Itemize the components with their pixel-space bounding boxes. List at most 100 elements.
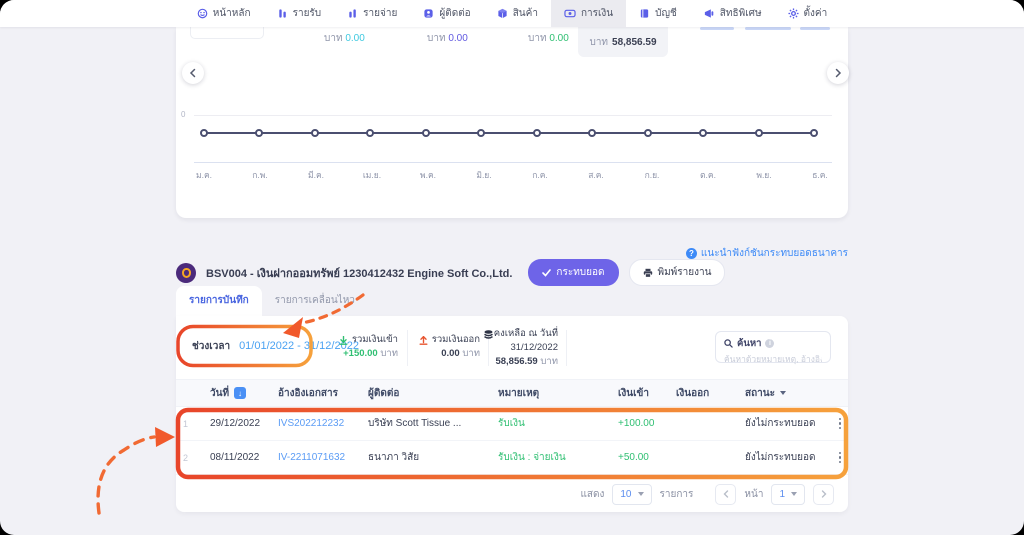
bank-logo-icon: [176, 262, 196, 283]
nav-item-income[interactable]: รายรับ: [264, 0, 335, 27]
stat-green: บาท 0.00: [528, 33, 569, 44]
x-tick-label: พ.ค.: [419, 170, 436, 180]
filter-row: ช่วงเวลา 01/01/2022 - 31/12/2022 รวมเงินเ…: [176, 316, 848, 379]
home-icon: [197, 8, 208, 19]
data-point[interactable]: [699, 129, 708, 137]
print-report-button[interactable]: พิมพ์รายงาน: [628, 259, 726, 286]
header-date[interactable]: วันที่ ↓: [204, 386, 278, 401]
records-panel: ช่วงเวลา 01/01/2022 - 31/12/2022 รวมเงินเ…: [176, 316, 848, 512]
tab-records[interactable]: รายการบันทึก: [176, 286, 262, 316]
nav-item-home[interactable]: หน้าหลัก: [184, 0, 264, 27]
privileges-icon: [704, 9, 714, 18]
data-point[interactable]: [532, 129, 541, 137]
chevron-left-icon: [189, 68, 196, 78]
nav-item-privileges[interactable]: สิทธิพิเศษ: [690, 0, 775, 27]
x-tick-label: มี.ค.: [307, 170, 324, 180]
nav-item-contacts[interactable]: ผู้ติดต่อ: [410, 0, 483, 27]
accounting-icon: [640, 9, 649, 18]
header-money-out: เงินออก: [676, 387, 710, 399]
expense-icon: [349, 9, 356, 18]
gridline-zero: [194, 115, 832, 116]
data-point[interactable]: [255, 129, 264, 137]
x-tick-label: ก.ย.: [644, 170, 660, 180]
series-line: [202, 132, 816, 134]
cutoff-text-fragment: [745, 27, 791, 30]
settings-icon: [788, 8, 799, 19]
printer-icon: [643, 268, 652, 278]
data-point[interactable]: [366, 129, 375, 137]
search-placeholder: ค้นหาด้วยหมายเหตุ, อ้างอิงเอกสาร: [724, 354, 822, 364]
chart-next-button[interactable]: [827, 62, 849, 84]
info-icon: i: [765, 339, 775, 348]
balance-chart-card: บาท 0.00 บาท 0.00 บาท 0.00 บาท 58,856.59…: [176, 27, 849, 218]
header-note: หมายเหตุ: [498, 387, 540, 399]
data-point[interactable]: [477, 129, 486, 137]
chart-series: [200, 129, 818, 137]
header-contact: ผู้ติดต่อ: [368, 387, 400, 399]
table-row[interactable]: 1 29/12/2022 IVS202212232 บริษัท Scott T…: [176, 407, 848, 441]
nav-label: รายรับ: [292, 8, 322, 19]
stat-balance[interactable]: บาท 58,856.59: [578, 27, 668, 57]
divider: [488, 330, 489, 366]
x-axis-line: [194, 162, 832, 163]
nav-item-finance[interactable]: การเงิน: [550, 0, 627, 27]
per-page-select[interactable]: 10: [612, 483, 652, 505]
nav-label: รายจ่าย: [363, 8, 398, 19]
sort-descending-icon[interactable]: ↓: [234, 387, 247, 399]
table-header: วันที่ ↓ อ้างอิงเอกสาร ผู้ติดต่อ หมายเหต…: [176, 379, 848, 407]
reconcile-help-link[interactable]: ? แนะนำฟังก์ชันกระทบยอดธนาคาร: [685, 246, 848, 261]
search-label: ค้นหา: [737, 338, 762, 349]
chart-x-labels: ม.ค. ก.พ. มี.ค. เม.ย. พ.ค. มิ.ย. ก.ค. ส.ค. ก.ย. ต…: [176, 168, 848, 182]
reconcile-button[interactable]: กระทบยอด: [528, 259, 619, 286]
account-title: BSV004 - เงินฝากออมทรัพย์ 1230412432 Eng…: [206, 267, 513, 280]
row-menu-button[interactable]: [832, 451, 848, 464]
total-out-value: 0.00: [441, 348, 460, 359]
cutoff-text-fragment: [800, 27, 830, 30]
show-label: แสดง: [580, 488, 605, 500]
header-money-in: เงินเข้า: [618, 387, 650, 399]
document-link[interactable]: IVS202212232: [278, 418, 345, 429]
nav-item-expense[interactable]: รายจ่าย: [334, 0, 410, 27]
row-menu-button[interactable]: [832, 417, 848, 430]
page-select[interactable]: 1: [771, 483, 805, 505]
header-status[interactable]: สถานะ: [732, 386, 832, 401]
finance-icon: [564, 9, 576, 18]
pagination: แสดง 10 รายการ หน้า 1: [176, 476, 848, 512]
chevron-right-icon: [835, 68, 842, 78]
income-icon: [278, 9, 286, 18]
search-input[interactable]: ค้นหา i ค้นหาด้วยหมายเหตุ, อ้างอิงเอกสาร: [715, 331, 831, 364]
nav-label: การเงิน: [580, 8, 614, 19]
data-point[interactable]: [643, 129, 652, 137]
data-point[interactable]: [754, 129, 763, 137]
x-tick-label: มิ.ย.: [476, 170, 492, 180]
tab-movements[interactable]: รายการเคลื่อนไหว: [274, 295, 355, 306]
data-point[interactable]: [588, 129, 597, 137]
money-out-icon: [419, 335, 428, 345]
money-in-icon: [339, 335, 348, 345]
nav-label: หน้าหลัก: [212, 8, 251, 19]
data-point[interactable]: [809, 129, 818, 137]
x-tick-label: ก.พ.: [252, 170, 268, 180]
data-point[interactable]: [200, 129, 208, 137]
nav-item-products[interactable]: สินค้า: [484, 0, 551, 27]
nav-item-settings[interactable]: ตั้งค่า: [775, 0, 841, 27]
search-icon: [724, 339, 733, 348]
check-icon: [542, 268, 552, 277]
chart-prev-button[interactable]: [182, 62, 204, 84]
period-label: ช่วงเวลา: [192, 341, 231, 352]
data-point[interactable]: [421, 129, 430, 137]
data-point[interactable]: [310, 129, 319, 137]
cutoff-dropdown[interactable]: [190, 27, 264, 39]
x-tick-label: ม.ค.: [195, 170, 212, 180]
nav-item-accounting[interactable]: บัญชี: [626, 0, 690, 27]
layers-icon: [484, 330, 493, 339]
document-link[interactable]: IV-2211071632: [278, 452, 346, 463]
table-row[interactable]: 2 08/11/2022 IV-2211071632 ธนาภา วิสัย ร…: [176, 441, 848, 475]
next-page-button[interactable]: [813, 483, 834, 505]
x-tick-label: ต.ค.: [700, 170, 716, 180]
total-in-value: +150.00: [343, 348, 378, 359]
balance-value: 58,856.59: [495, 356, 538, 367]
y-axis-tick-label: 0: [181, 110, 186, 119]
prev-page-button[interactable]: [715, 483, 737, 505]
